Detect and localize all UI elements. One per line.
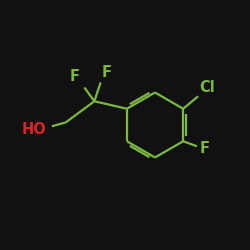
- Text: HO: HO: [22, 122, 47, 138]
- Text: Cl: Cl: [200, 80, 215, 95]
- Text: F: F: [200, 141, 209, 156]
- Text: F: F: [102, 65, 112, 80]
- Text: F: F: [69, 69, 79, 84]
